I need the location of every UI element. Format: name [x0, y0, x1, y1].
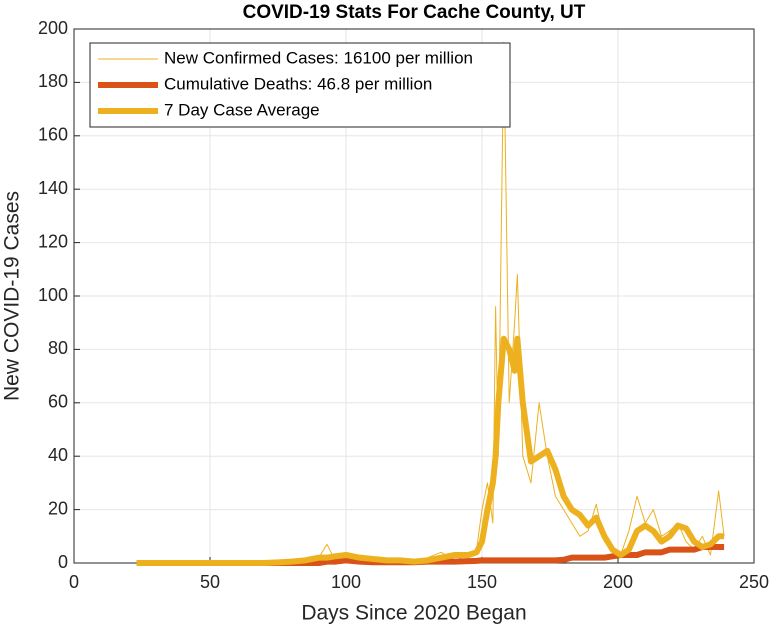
x-tick-label: 50 — [200, 572, 220, 592]
y-tick-label: 60 — [48, 392, 68, 412]
series-line — [136, 41, 725, 564]
y-tick-label: 120 — [38, 231, 68, 251]
y-tick-label: 140 — [38, 178, 68, 198]
x-tick-label: 100 — [331, 572, 361, 592]
y-tick-label: 0 — [58, 552, 68, 572]
series-line — [136, 543, 725, 566]
x-tick-label: 150 — [467, 572, 497, 592]
y-tick-label: 180 — [38, 71, 68, 91]
legend-label: New Confirmed Cases: 16100 per million — [164, 48, 473, 67]
chart-title: COVID-19 Stats For Cache County, UT — [243, 2, 586, 23]
y-axis-label: New COVID-19 Cases — [1, 191, 24, 401]
legend-box — [89, 42, 511, 128]
y-tick-label: 20 — [48, 498, 68, 518]
x-tick-label: 0 — [69, 572, 79, 592]
y-tick-label: 100 — [38, 285, 68, 305]
y-tick-label: 40 — [48, 445, 68, 465]
legend-label: Cumulative Deaths: 46.8 per million — [164, 74, 432, 93]
x-axis-label: Days Since 2020 Began — [301, 602, 526, 625]
series-line — [136, 335, 725, 566]
y-tick-label: 80 — [48, 338, 68, 358]
x-tick-label: 200 — [603, 572, 633, 592]
legend-label: 7 Day Case Average — [164, 100, 320, 119]
y-tick-label: 200 — [38, 18, 68, 38]
x-tick-label: 250 — [739, 572, 769, 592]
y-tick-label: 160 — [38, 125, 68, 145]
